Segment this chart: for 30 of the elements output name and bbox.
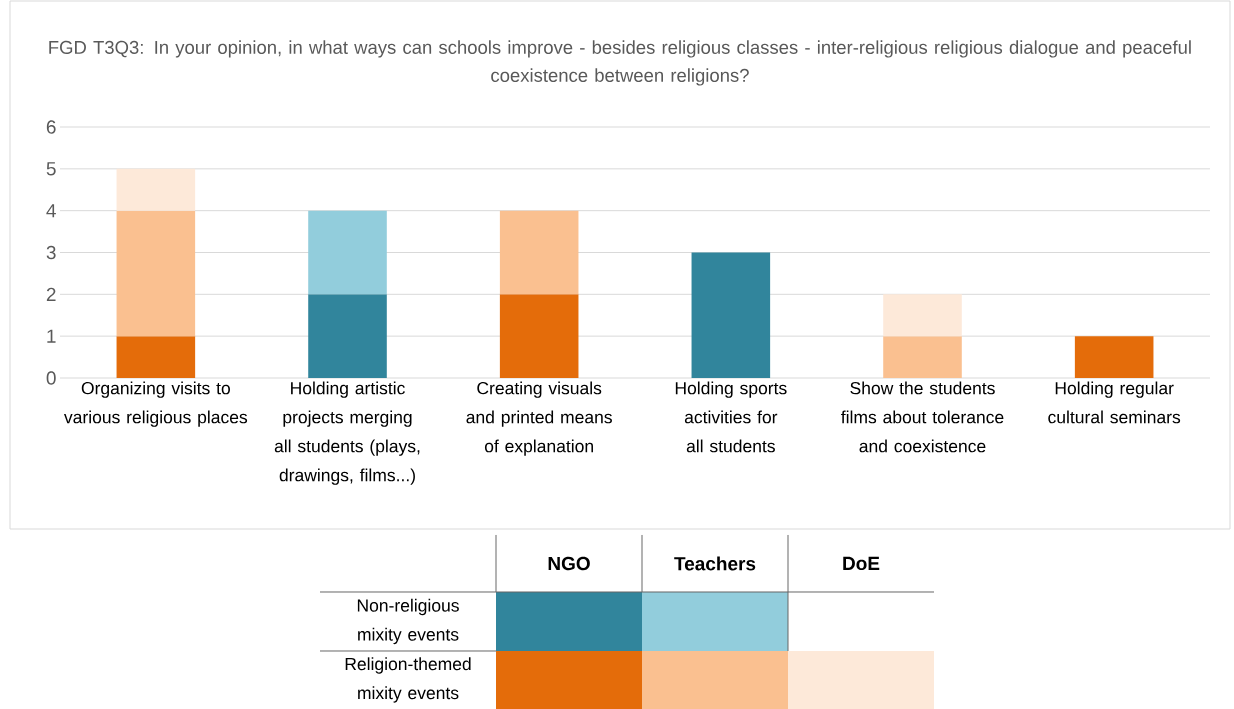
y-tick-label: 5 [46,162,56,176]
y-tick-label: 0 [46,371,56,385]
bar [116,336,196,378]
x-tick-label: Creating visuals and printed means of explanation [466,381,612,456]
x-tick-label: Holding artistic projects merging all students (plays, drawings, films...) [274,381,420,485]
bar [883,294,962,337]
text: Teachers [674,556,756,571]
bar [691,252,771,378]
bar [116,168,196,211]
bar [1074,336,1154,378]
text: DoE [843,556,880,571]
bar [883,336,962,378]
text: NGO [548,556,590,571]
x-tick-label: Organizing visits to various religious places [63,381,248,427]
y-tick-label: 6 [46,120,56,134]
chart-title: FGD T3Q3: In your opinion, in what ways can schools improve - besides religious classes - inter-religious religious dialogue and peaceful coexistence between religions? [49,40,1191,86]
y-tick-label: 3 [46,245,56,260]
bar [116,210,196,337]
bar [499,294,579,378]
x-tick-label: Holding regular cultural seminars [1048,381,1181,424]
x-tick-label: Show the students films about tolerance and coexistence [841,381,1004,453]
bar [499,210,579,295]
y-tick-label: 1 [47,329,56,343]
bar [308,210,387,295]
text: Religion-themed mixity events [345,657,471,703]
text: Non-religious mixity events [357,598,459,645]
bar [308,294,387,378]
y-tick-label: 2 [46,287,56,301]
x-tick-label: Holding sports activities for all students [675,381,787,453]
y-tick-label: 4 [46,204,56,218]
